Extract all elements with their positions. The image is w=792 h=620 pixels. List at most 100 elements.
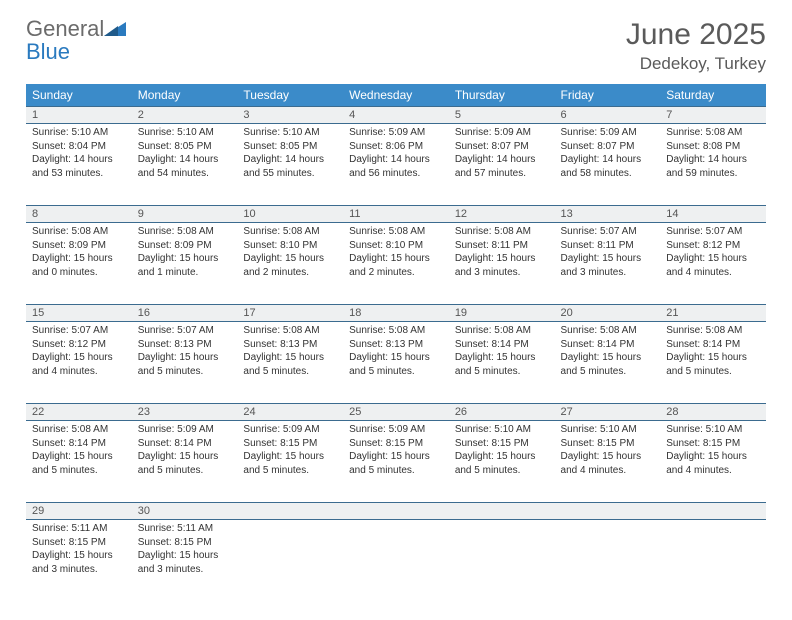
day-20-number: 20 <box>555 305 661 322</box>
sunrise-line: Sunrise: 5:09 AM <box>455 126 549 140</box>
daylight-line: Daylight: 15 hours and 5 minutes. <box>455 450 549 477</box>
day-details: Sunrise: 5:08 AMSunset: 8:09 PMDaylight:… <box>26 223 132 285</box>
day-15-number: 15 <box>26 305 132 322</box>
day-number: 17 <box>237 305 343 321</box>
day-number: 15 <box>26 305 132 321</box>
sunrise-line: Sunrise: 5:10 AM <box>666 423 760 437</box>
daylight-line: Daylight: 15 hours and 5 minutes. <box>243 351 337 378</box>
day-number: 14 <box>660 206 766 222</box>
day-details: Sunrise: 5:08 AMSunset: 8:14 PMDaylight:… <box>449 322 555 384</box>
day-number: 22 <box>26 404 132 420</box>
sunset-line: Sunset: 8:06 PM <box>349 140 443 154</box>
day-3-number: 3 <box>237 107 343 124</box>
day-details: Sunrise: 5:09 AMSunset: 8:07 PMDaylight:… <box>449 124 555 186</box>
day-number: 18 <box>343 305 449 321</box>
day-number: 28 <box>660 404 766 420</box>
empty-daynum <box>449 503 555 520</box>
day-details: Sunrise: 5:07 AMSunset: 8:11 PMDaylight:… <box>555 223 661 285</box>
sunrise-line: Sunrise: 5:10 AM <box>138 126 232 140</box>
sunset-line: Sunset: 8:11 PM <box>561 239 655 253</box>
logo-triangle-icon <box>104 20 126 41</box>
sunrise-line: Sunrise: 5:08 AM <box>666 126 760 140</box>
day-details: Sunrise: 5:10 AMSunset: 8:05 PMDaylight:… <box>132 124 238 186</box>
sunset-line: Sunset: 8:14 PM <box>561 338 655 352</box>
day-number: 19 <box>449 305 555 321</box>
sunrise-line: Sunrise: 5:09 AM <box>138 423 232 437</box>
day-details: Sunrise: 5:08 AMSunset: 8:10 PMDaylight:… <box>343 223 449 285</box>
sunrise-line: Sunrise: 5:09 AM <box>349 126 443 140</box>
week-3-content-row: Sunrise: 5:08 AMSunset: 8:14 PMDaylight:… <box>26 421 766 503</box>
day-number: 9 <box>132 206 238 222</box>
day-1-number: 1 <box>26 107 132 124</box>
day-29-cell: Sunrise: 5:11 AMSunset: 8:15 PMDaylight:… <box>26 520 132 602</box>
day-number: 5 <box>449 107 555 123</box>
logo-word-blue: Blue <box>26 39 70 64</box>
day-details: Sunrise: 5:10 AMSunset: 8:05 PMDaylight:… <box>237 124 343 186</box>
day-details: Sunrise: 5:08 AMSunset: 8:14 PMDaylight:… <box>555 322 661 384</box>
day-number: 8 <box>26 206 132 222</box>
day-number: 26 <box>449 404 555 420</box>
daylight-line: Daylight: 15 hours and 0 minutes. <box>32 252 126 279</box>
week-4-content-row: Sunrise: 5:11 AMSunset: 8:15 PMDaylight:… <box>26 520 766 602</box>
day-header-wednesday: Wednesday <box>343 84 449 107</box>
day-number: 16 <box>132 305 238 321</box>
daylight-line: Daylight: 15 hours and 5 minutes. <box>349 351 443 378</box>
day-17-number: 17 <box>237 305 343 322</box>
sunset-line: Sunset: 8:08 PM <box>666 140 760 154</box>
sunset-line: Sunset: 8:15 PM <box>666 437 760 451</box>
logo-word-general: General <box>26 16 104 41</box>
sunrise-line: Sunrise: 5:08 AM <box>138 225 232 239</box>
daylight-line: Daylight: 15 hours and 5 minutes. <box>32 450 126 477</box>
sunrise-line: Sunrise: 5:11 AM <box>32 522 126 536</box>
sunrise-line: Sunrise: 5:07 AM <box>666 225 760 239</box>
week-2-daynum-row: 15161718192021 <box>26 305 766 322</box>
sunset-line: Sunset: 8:10 PM <box>243 239 337 253</box>
sunrise-line: Sunrise: 5:08 AM <box>455 324 549 338</box>
day-number: 25 <box>343 404 449 420</box>
day-14-number: 14 <box>660 206 766 223</box>
daylight-line: Daylight: 15 hours and 5 minutes. <box>561 351 655 378</box>
empty-cell <box>660 520 766 602</box>
day-10-cell: Sunrise: 5:08 AMSunset: 8:10 PMDaylight:… <box>237 223 343 305</box>
daylight-line: Daylight: 15 hours and 5 minutes. <box>138 351 232 378</box>
day-5-cell: Sunrise: 5:09 AMSunset: 8:07 PMDaylight:… <box>449 124 555 206</box>
day-number: 21 <box>660 305 766 321</box>
day-2-cell: Sunrise: 5:10 AMSunset: 8:05 PMDaylight:… <box>132 124 238 206</box>
day-number: 10 <box>237 206 343 222</box>
day-header-friday: Friday <box>555 84 661 107</box>
empty-cell <box>343 520 449 602</box>
day-number: 7 <box>660 107 766 123</box>
day-5-number: 5 <box>449 107 555 124</box>
day-number: 20 <box>555 305 661 321</box>
week-3-daynum-row: 22232425262728 <box>26 404 766 421</box>
sunrise-line: Sunrise: 5:11 AM <box>138 522 232 536</box>
day-number: 30 <box>132 503 238 519</box>
sunset-line: Sunset: 8:13 PM <box>349 338 443 352</box>
week-2-content-row: Sunrise: 5:07 AMSunset: 8:12 PMDaylight:… <box>26 322 766 404</box>
sunrise-line: Sunrise: 5:10 AM <box>455 423 549 437</box>
week-0-daynum-row: 1234567 <box>26 107 766 124</box>
daylight-line: Daylight: 14 hours and 59 minutes. <box>666 153 760 180</box>
sunset-line: Sunset: 8:13 PM <box>138 338 232 352</box>
logo: General Blue <box>26 18 126 64</box>
empty-daynum <box>555 503 661 520</box>
daylight-line: Daylight: 15 hours and 5 minutes. <box>243 450 337 477</box>
day-details: Sunrise: 5:08 AMSunset: 8:13 PMDaylight:… <box>237 322 343 384</box>
day-details: Sunrise: 5:10 AMSunset: 8:15 PMDaylight:… <box>449 421 555 483</box>
sunrise-line: Sunrise: 5:10 AM <box>32 126 126 140</box>
day-29-number: 29 <box>26 503 132 520</box>
sunrise-line: Sunrise: 5:07 AM <box>138 324 232 338</box>
empty-cell <box>555 520 661 602</box>
day-details: Sunrise: 5:09 AMSunset: 8:07 PMDaylight:… <box>555 124 661 186</box>
day-27-cell: Sunrise: 5:10 AMSunset: 8:15 PMDaylight:… <box>555 421 661 503</box>
daylight-line: Daylight: 14 hours and 57 minutes. <box>455 153 549 180</box>
sunrise-line: Sunrise: 5:08 AM <box>666 324 760 338</box>
sunset-line: Sunset: 8:07 PM <box>455 140 549 154</box>
daylight-line: Daylight: 15 hours and 2 minutes. <box>349 252 443 279</box>
sunrise-line: Sunrise: 5:08 AM <box>455 225 549 239</box>
day-7-cell: Sunrise: 5:08 AMSunset: 8:08 PMDaylight:… <box>660 124 766 206</box>
day-header-thursday: Thursday <box>449 84 555 107</box>
week-0-content-row: Sunrise: 5:10 AMSunset: 8:04 PMDaylight:… <box>26 124 766 206</box>
sunrise-line: Sunrise: 5:08 AM <box>32 225 126 239</box>
daylight-line: Daylight: 15 hours and 3 minutes. <box>455 252 549 279</box>
